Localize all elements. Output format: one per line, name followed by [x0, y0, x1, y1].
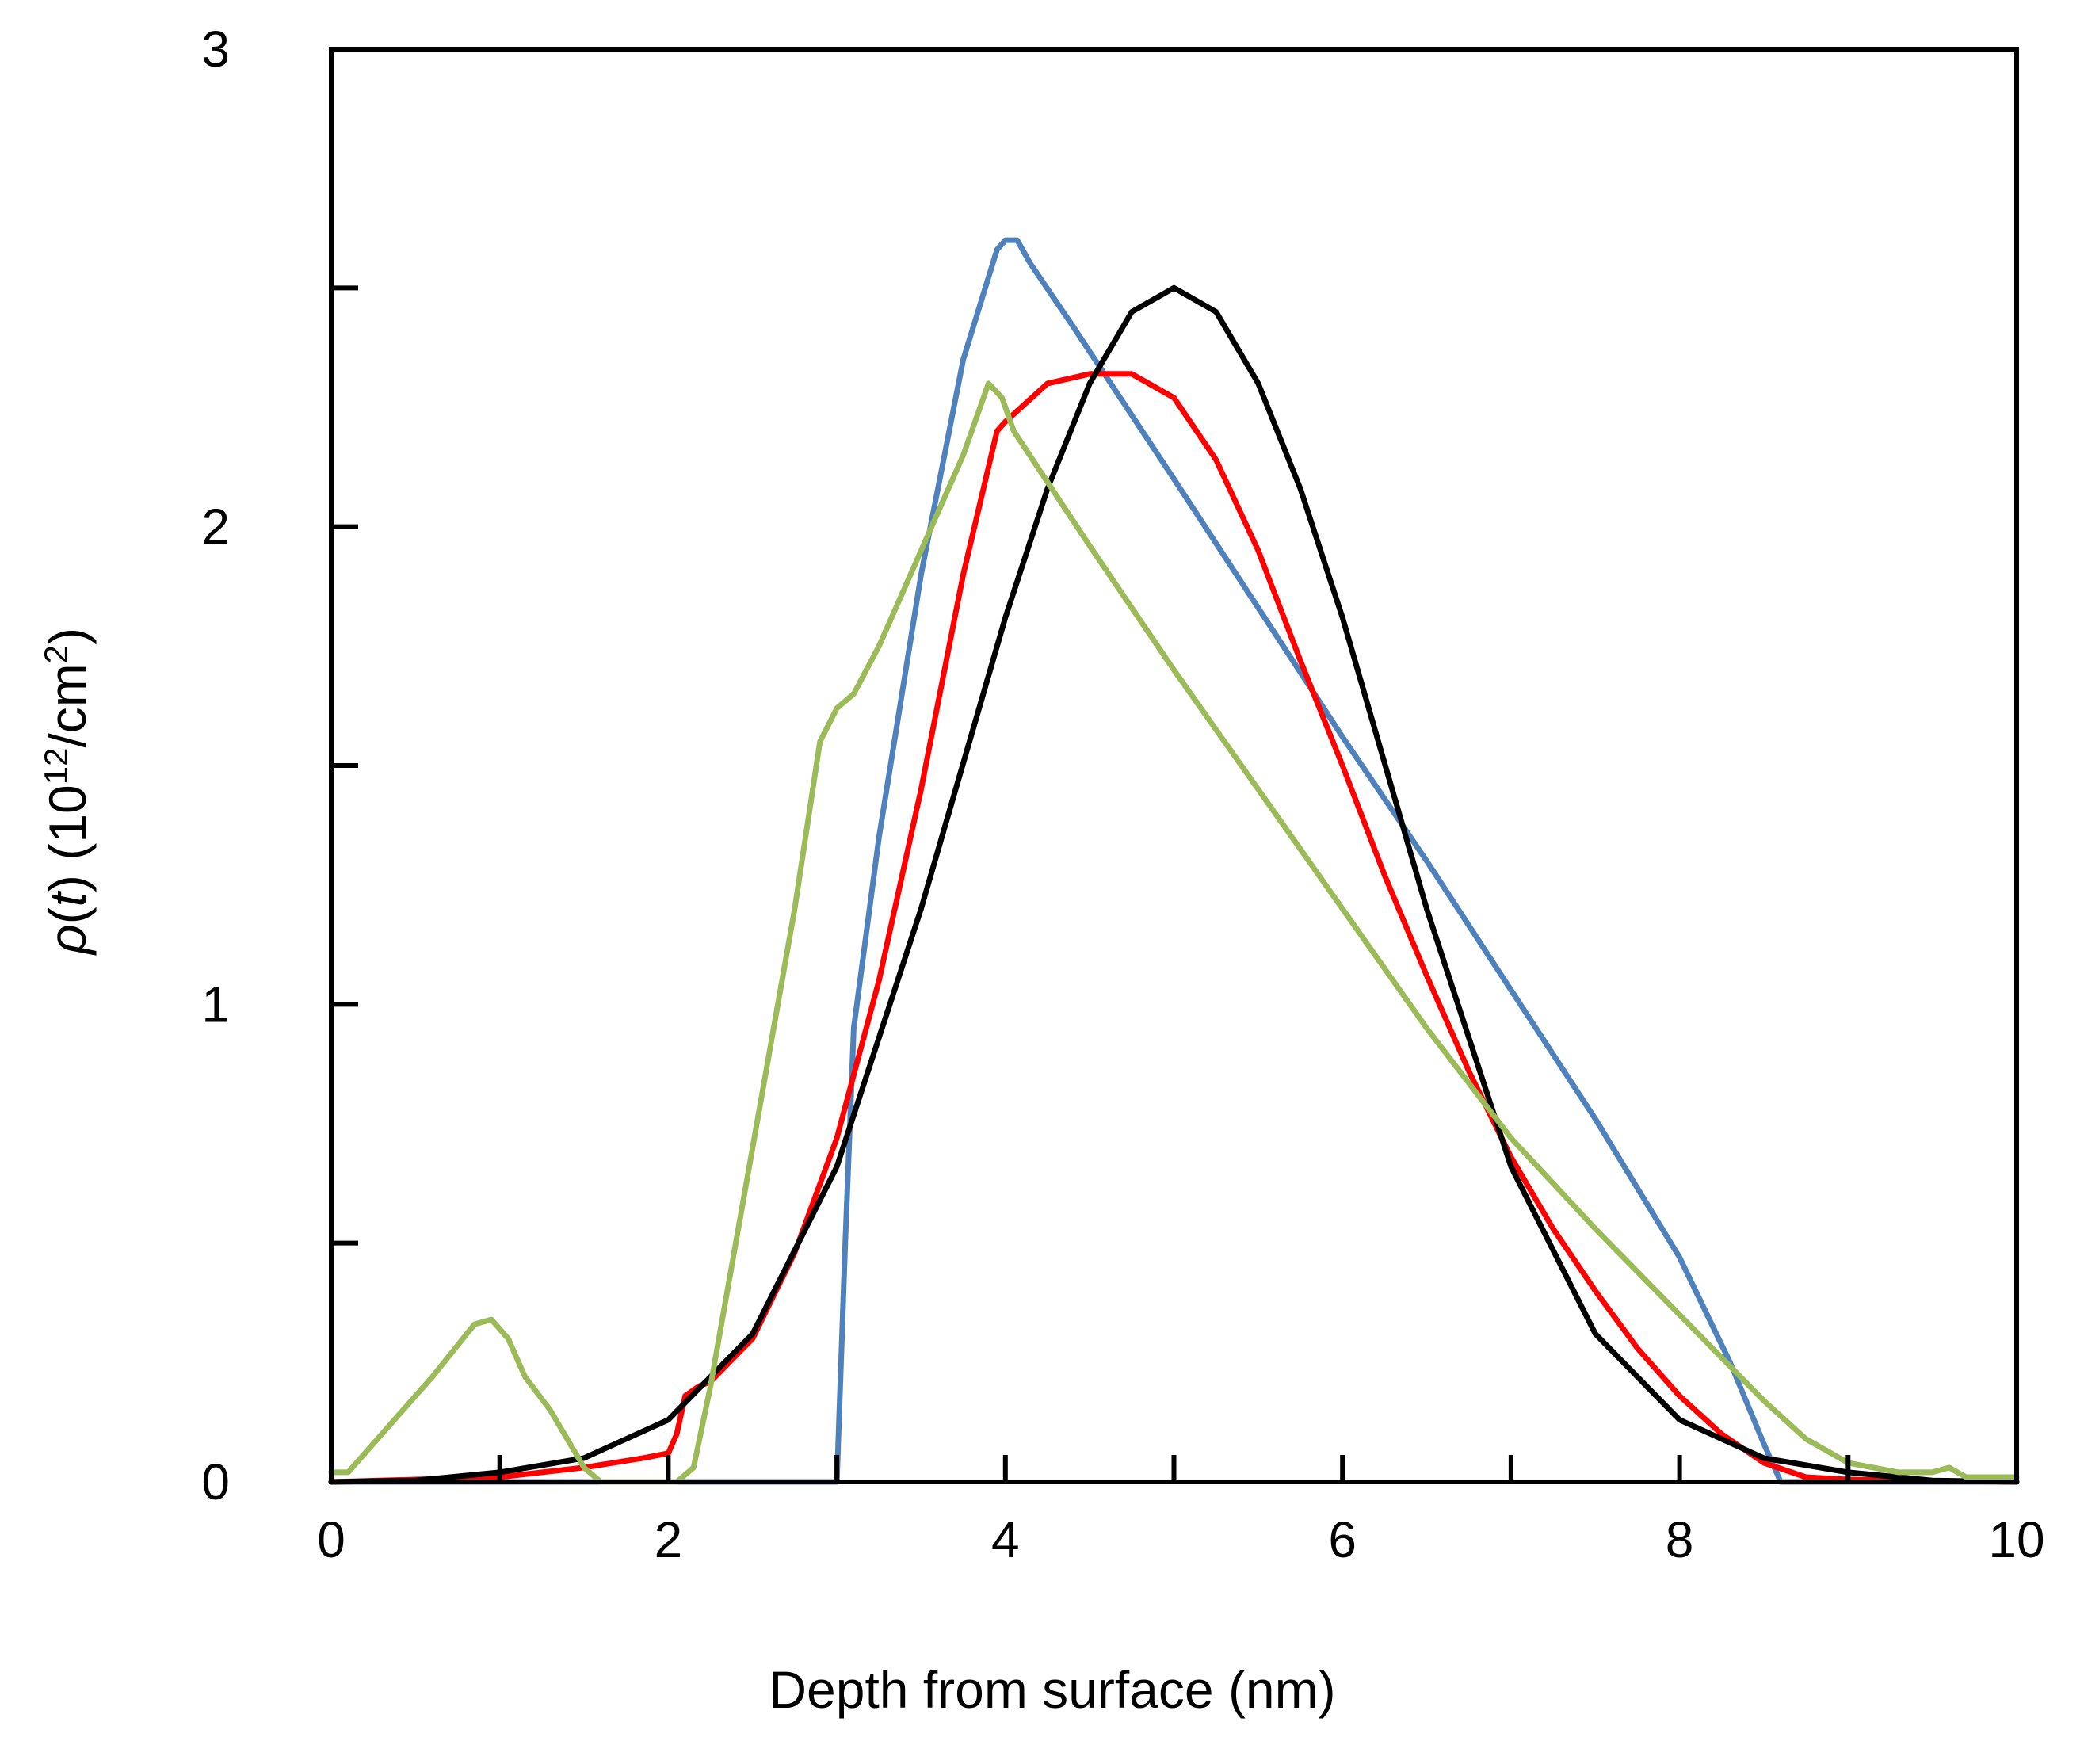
plot-area [328, 47, 2020, 1485]
y-title-t: t [38, 890, 97, 907]
series-line-green [328, 380, 2020, 1485]
y-tick-label-0: 0 [201, 1453, 230, 1510]
y-title-open: ( [38, 907, 97, 924]
x-tick-label-2: 2 [655, 1511, 683, 1568]
y-axis-title: ρ(t) (1012/cm2) [37, 628, 97, 956]
y-title-units-close: ) [38, 628, 97, 645]
y-tick-label-1: 1 [201, 976, 230, 1033]
y-title-units-open: (10 [38, 785, 97, 875]
y-tick-labels: 0 1 2 3 [201, 21, 230, 1510]
x-tick-labels: 0 2 4 6 8 10 [317, 1511, 2044, 1568]
x-tick-label-0: 0 [317, 1511, 345, 1568]
y-tick-label-2: 2 [201, 498, 230, 556]
axis-ticks [329, 47, 2019, 1484]
plot-frame [329, 47, 2019, 1484]
y-tick-label-3: 3 [201, 21, 230, 78]
y-title-close: ) [38, 875, 97, 892]
y-title-rho: ρ [38, 924, 97, 956]
y-title-exp1: 12 [37, 748, 74, 785]
x-tick-label-6: 6 [1328, 1511, 1357, 1568]
x-axis-title: Depth from surface (nm) [769, 1660, 1335, 1719]
series-line-black [328, 284, 2020, 1485]
x-tick-label-8: 8 [1666, 1511, 1694, 1568]
series-line-red [328, 371, 2020, 1485]
x-tick-label-4: 4 [991, 1511, 1020, 1568]
y-title-units-mid: /cm [38, 663, 97, 747]
x-tick-label-10: 10 [1988, 1511, 2044, 1568]
series-line-blue [328, 237, 2020, 1485]
y-title-exp2: 2 [37, 645, 74, 663]
